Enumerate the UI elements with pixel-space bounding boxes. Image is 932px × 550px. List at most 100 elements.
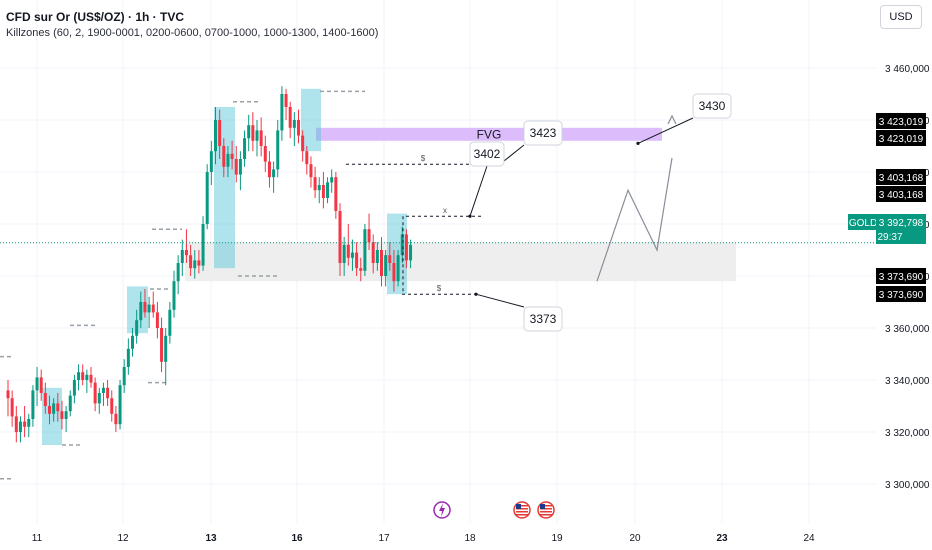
candle-body[interactable]	[363, 229, 367, 271]
candle-body[interactable]	[68, 395, 72, 412]
indicator-label[interactable]: Killzones (60, 2, 1900-0001, 0200-0600, …	[6, 27, 379, 39]
callout-box[interactable]	[692, 93, 732, 119]
candle-body[interactable]	[404, 234, 408, 261]
candle-body[interactable]	[56, 403, 60, 412]
candle-body[interactable]	[43, 393, 47, 406]
us-flag-icon[interactable]	[513, 501, 531, 519]
candle-body[interactable]	[313, 177, 317, 191]
event-icons[interactable]	[433, 501, 555, 519]
candle-body[interactable]	[139, 302, 143, 321]
candle-body[interactable]	[135, 320, 139, 336]
candle-body[interactable]	[346, 244, 350, 258]
candle-body[interactable]	[247, 125, 251, 139]
currency-button[interactable]: USD	[880, 5, 922, 29]
callout-box[interactable]	[469, 141, 505, 167]
candles-layer[interactable]	[6, 86, 413, 443]
candle-body[interactable]	[131, 335, 134, 349]
candle-body[interactable]	[243, 138, 247, 159]
candle-body[interactable]	[276, 130, 280, 170]
callout-box[interactable]	[523, 120, 563, 146]
candle-body[interactable]	[205, 172, 209, 224]
candle-body[interactable]	[280, 94, 284, 131]
candle-body[interactable]	[10, 398, 14, 417]
candle-body[interactable]	[214, 120, 217, 152]
candle-body[interactable]	[164, 335, 168, 362]
candle-body[interactable]	[338, 211, 342, 263]
candle-body[interactable]	[39, 377, 43, 393]
candle-body[interactable]	[226, 153, 230, 167]
candle-body[interactable]	[193, 260, 197, 269]
candle-body[interactable]	[48, 406, 51, 414]
candle-body[interactable]	[342, 244, 346, 263]
candle-body[interactable]	[384, 255, 388, 276]
lightning-icon[interactable]	[433, 501, 451, 519]
candle-body[interactable]	[409, 244, 413, 261]
candle-body[interactable]	[85, 374, 89, 380]
candle-body[interactable]	[209, 151, 213, 172]
candle-body[interactable]	[218, 120, 222, 146]
candle-body[interactable]	[321, 185, 325, 198]
candle-body[interactable]	[255, 130, 259, 141]
candle-body[interactable]	[64, 411, 68, 419]
candle-body[interactable]	[259, 130, 263, 146]
candle-body[interactable]	[230, 153, 234, 159]
candle-body[interactable]	[400, 234, 404, 256]
candle-body[interactable]	[18, 421, 22, 432]
candle-body[interactable]	[184, 250, 188, 256]
candle-body[interactable]	[147, 304, 151, 313]
candle-body[interactable]	[371, 242, 375, 263]
candle-body[interactable]	[118, 385, 122, 425]
candle-body[interactable]	[380, 250, 383, 276]
candle-body[interactable]	[292, 120, 296, 128]
candle-body[interactable]	[52, 403, 56, 414]
candle-body[interactable]	[367, 229, 371, 243]
us-flag-icon[interactable]	[537, 501, 555, 519]
candle-body[interactable]	[72, 380, 76, 396]
candle-body[interactable]	[288, 107, 292, 128]
candle-body[interactable]	[326, 182, 330, 198]
candle-body[interactable]	[396, 255, 400, 282]
candle-body[interactable]	[267, 161, 271, 178]
candle-body[interactable]	[297, 120, 300, 136]
candle-body[interactable]	[27, 419, 31, 427]
candle-body[interactable]	[77, 372, 81, 380]
candle-body[interactable]	[101, 387, 105, 393]
candle-body[interactable]	[330, 177, 334, 183]
candle-body[interactable]	[234, 159, 238, 175]
candle-body[interactable]	[143, 302, 147, 313]
candle-body[interactable]	[31, 390, 35, 419]
candle-body[interactable]	[238, 159, 242, 175]
candle-body[interactable]	[110, 398, 114, 414]
candle-body[interactable]	[35, 377, 39, 391]
candle-body[interactable]	[122, 367, 126, 386]
candle-body[interactable]	[106, 387, 110, 399]
candle-body[interactable]	[305, 151, 309, 165]
candle-body[interactable]	[197, 260, 201, 266]
time-axis[interactable]: 11 12 13 16 17 18 19 20 23 24	[0, 523, 876, 550]
candle-body[interactable]	[359, 268, 363, 271]
candle-body[interactable]	[355, 252, 359, 269]
candle-body[interactable]	[201, 224, 205, 266]
candle-body[interactable]	[180, 250, 184, 263]
candle-body[interactable]	[317, 185, 321, 191]
candle-body[interactable]	[151, 304, 155, 313]
candle-body[interactable]	[93, 382, 97, 404]
candle-body[interactable]	[375, 250, 379, 263]
candle-body[interactable]	[189, 255, 193, 269]
candle-body[interactable]	[334, 177, 338, 211]
candle-body[interactable]	[392, 263, 396, 282]
candle-body[interactable]	[388, 255, 392, 263]
candle-body[interactable]	[172, 281, 176, 310]
candle-body[interactable]	[251, 125, 255, 141]
candle-body[interactable]	[23, 421, 27, 427]
candle-body[interactable]	[81, 372, 85, 380]
candle-body[interactable]	[309, 164, 313, 178]
candle-body[interactable]	[222, 146, 226, 167]
candle-body[interactable]	[160, 328, 164, 362]
candle-body[interactable]	[60, 411, 64, 419]
candle-body[interactable]	[168, 309, 172, 336]
candle-body[interactable]	[6, 390, 10, 399]
candle-body[interactable]	[263, 146, 267, 162]
candle-body[interactable]	[350, 252, 354, 258]
